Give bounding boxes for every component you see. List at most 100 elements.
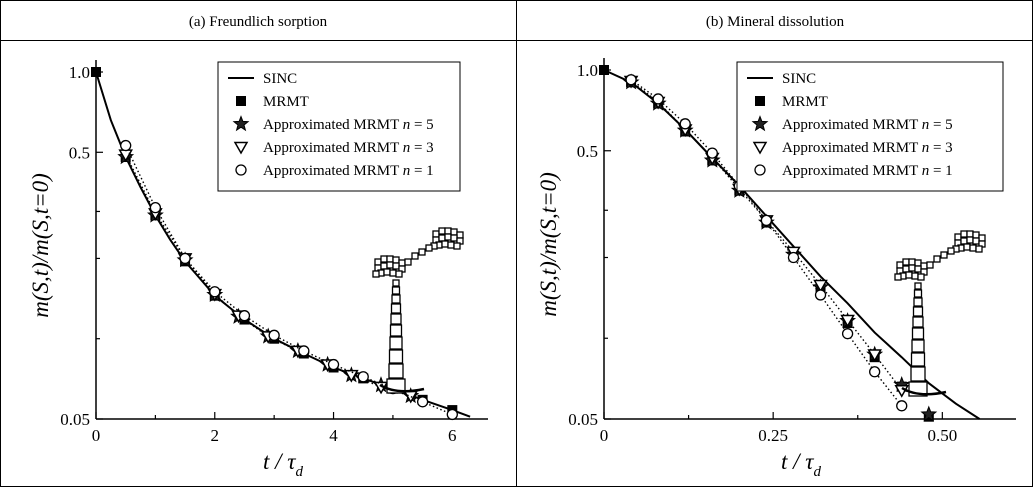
y-tick-label: 1.0 [69, 63, 90, 82]
inset-pore-square [432, 230, 440, 238]
inset-pore-square [444, 233, 452, 241]
inset-stack-square [910, 366, 926, 382]
inset-pore-square [960, 237, 968, 245]
panel-a: 0.05 0.5 1.0 0 2 4 6 m(S,t)/m(S,t=0) t / τd SINC M… [28, 60, 488, 480]
series-triangle-point [867, 349, 882, 362]
legend-label-n: n [922, 117, 930, 133]
series-circle-point [679, 118, 691, 130]
legend-label-text: Approximated MRMT [782, 117, 922, 133]
series-circle-point [706, 147, 718, 159]
legend-label-value: = 5 [410, 117, 433, 133]
inset-stack-square [391, 294, 401, 304]
inset-pore-square [447, 241, 455, 249]
series-circle-point [787, 251, 800, 264]
legend-label-text: Approximated MRMT [782, 163, 922, 179]
legend-label: MRMT [263, 94, 309, 110]
series-circle-point [652, 93, 664, 105]
legend-label-text: Approximated MRMT [263, 117, 403, 133]
inset-pore-square [392, 262, 400, 270]
inset-arrow [901, 386, 947, 396]
series-circle-point [625, 74, 637, 86]
inset-pore-square [392, 256, 400, 264]
inset-pore-square [386, 255, 394, 263]
legend-label-value: = 3 [929, 140, 952, 156]
inset-connector-square [926, 261, 934, 269]
series-circle-point [446, 408, 458, 421]
x-tick-label: 0 [600, 426, 609, 445]
inset-pore-square [905, 271, 913, 279]
legend-label: SINC [263, 71, 297, 87]
inset-pore-square [380, 262, 388, 270]
legend-label-value: = 1 [410, 163, 433, 179]
legend-label: MRMT [782, 94, 828, 110]
inset-pore-square [908, 264, 916, 272]
inset-stack-square [390, 303, 402, 314]
legend-label: Approximated MRMT n = 1 [782, 163, 953, 179]
inset-stack-square [910, 352, 926, 367]
legend-label: Approximated MRMT n = 3 [263, 140, 434, 156]
legend-label-n: n [403, 163, 411, 179]
inset-pore-square [383, 268, 391, 276]
inset-pore-square [902, 265, 910, 273]
series-circle-point [841, 328, 854, 340]
legend-square-symbol [755, 96, 765, 106]
legend-label-n: n [403, 117, 411, 133]
series-triangle-point [813, 279, 828, 293]
pore-network-icon [894, 230, 986, 397]
inset-pore-square [450, 234, 458, 242]
series-circle-point [298, 345, 310, 357]
inset-connector-square [933, 255, 941, 263]
inset-pore-square [444, 227, 452, 235]
inset-connector-square [418, 248, 426, 256]
legend-star-symbol [751, 115, 769, 132]
y-tick-label: 0.5 [69, 143, 90, 162]
y-axis-label: m(S,t)/m(S,t=0) [536, 172, 561, 317]
inset-pore-square [966, 236, 974, 244]
pore-network-icon [372, 227, 464, 394]
series-circle-point [209, 286, 221, 298]
inset-pore-square [438, 227, 446, 235]
legend-box [736, 61, 1004, 192]
y-tick-label: 0.5 [577, 142, 598, 161]
series-circle-point [268, 329, 280, 341]
x-tick-label: 4 [329, 426, 338, 445]
inset-pore-square [380, 255, 388, 263]
series-square-point [91, 67, 101, 77]
x-tick-label: 0 [92, 426, 101, 445]
inset-pore-square [966, 230, 974, 238]
x-axis-label-main: t / τ [263, 449, 296, 474]
series-triangle-point [344, 369, 359, 383]
x-tick-label: 0.25 [758, 426, 788, 445]
series-circle-point [149, 202, 162, 214]
inset-pore-square [389, 269, 397, 277]
panel-b: 0.05 0.5 1.0 0 0.25 0.50 m(S,t)/m(S,t=0) t / τd… [536, 58, 1016, 480]
legend-triangle-symbol [752, 141, 768, 155]
inset-pore-square [960, 230, 968, 238]
inset-pore-square [450, 228, 458, 236]
series-circle-point [896, 400, 908, 412]
series-circle-point [120, 139, 132, 152]
inset-stack-square [913, 289, 923, 298]
inset-stack-square [912, 316, 924, 328]
y-tick-label: 1.0 [577, 61, 598, 80]
inset-pore-square [914, 265, 922, 273]
inset-pore-square [894, 273, 902, 281]
inset-pore-square [969, 244, 977, 252]
series-star-point [920, 405, 938, 422]
inset-stack-square [389, 336, 403, 350]
inset-pore-square [917, 273, 925, 281]
inset-pore-square [902, 258, 910, 266]
legend-label-n: n [922, 140, 930, 156]
inset-pore-square [972, 237, 980, 245]
inset-pore-square [395, 270, 403, 278]
inset-pore-square [372, 270, 380, 278]
legend-triangle-symbol [233, 141, 249, 155]
series-square-point [599, 65, 609, 75]
inset-pore-square [374, 258, 382, 266]
series-circle-point [869, 366, 881, 378]
inset-pore-square [441, 240, 449, 248]
series-circle-point [179, 252, 191, 265]
